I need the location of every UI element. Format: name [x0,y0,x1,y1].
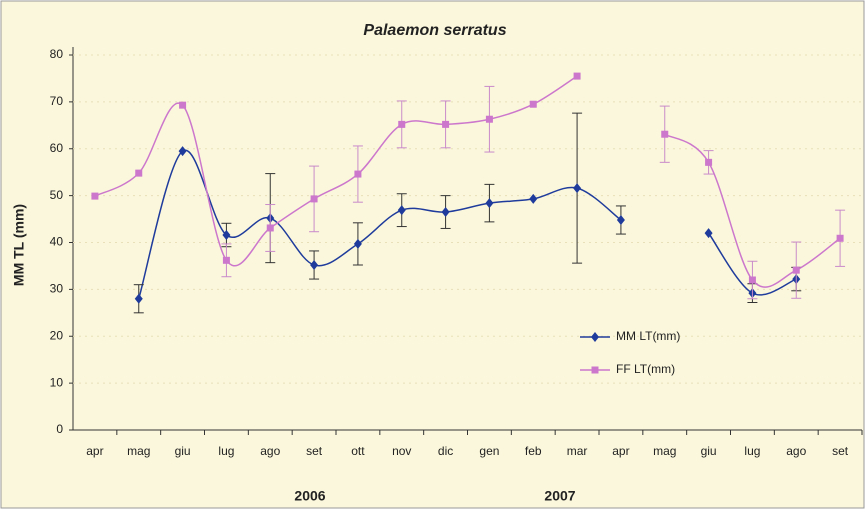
data-point [836,234,844,242]
y-tick-label: 70 [50,94,64,108]
data-point [179,101,187,109]
x-tick-label: apr [86,444,103,458]
data-point [134,293,143,304]
data-point [353,238,362,249]
legend-marker [591,332,599,342]
data-point [178,146,187,157]
data-point [792,266,800,274]
data-point [705,158,713,166]
x-tick-label: nov [392,444,411,458]
x-tick-label: apr [612,444,629,458]
y-tick-label: 60 [50,141,64,155]
x-tick-label: set [832,444,849,458]
y-axis-title: MM TL (mm) [11,204,27,286]
y-tick-label: 10 [50,375,64,389]
x-tick-label: ago [786,444,806,458]
year-label: 2007 [544,488,575,504]
legend-marker [591,366,599,374]
x-tick-label: ago [260,444,280,458]
data-point [222,230,231,240]
data-point [91,192,99,200]
x-tick-label: lug [744,444,760,458]
x-tick-label: giu [175,444,191,458]
x-tick-label: mag [653,444,676,458]
data-point [485,115,493,123]
data-point [266,224,274,232]
data-point [397,205,406,216]
data-point [222,256,230,264]
data-point [529,193,538,204]
data-point [704,228,713,239]
data-point [573,183,582,194]
x-tick-label: mar [567,444,588,458]
y-tick-label: 40 [50,235,64,249]
x-tick-label: dic [438,444,453,458]
y-tick-label: 0 [56,422,63,436]
y-tick-label: 30 [50,282,64,296]
year-label: 2006 [294,488,325,504]
x-tick-label: set [306,444,323,458]
legend-label: MM LT(mm) [616,329,680,343]
data-point [354,170,362,178]
x-tick-label: gen [479,444,499,458]
data-point [442,120,450,128]
data-point [616,215,625,225]
y-tick-label: 20 [50,328,64,342]
data-point [573,72,581,80]
y-tick-label: 50 [50,188,64,202]
data-point [135,169,143,177]
x-tick-label: giu [701,444,717,458]
data-point [748,276,756,284]
x-tick-label: ott [351,444,365,458]
x-tick-label: lug [218,444,234,458]
data-point [529,100,537,108]
data-point [310,195,318,203]
x-tick-label: feb [525,444,542,458]
data-point [310,260,319,270]
chart-title: Palaemon serratus [363,22,506,39]
x-tick-label: mag [127,444,150,458]
data-point [398,120,406,128]
data-point [661,130,669,138]
data-point [441,207,450,218]
data-point [485,198,494,209]
y-tick-label: 80 [50,47,64,61]
legend-label: FF LT(mm) [616,362,675,376]
